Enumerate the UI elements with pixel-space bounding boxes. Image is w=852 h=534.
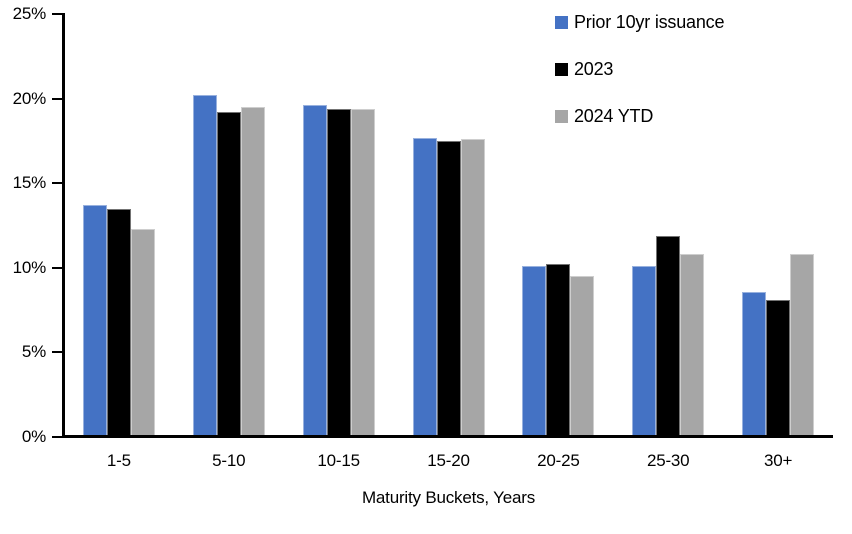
bar-2024-ytd-25-30 [680,254,705,437]
bar-prior-10yr-issuance-5-10 [192,95,217,437]
x-category-label: 25-30 [646,451,690,470]
bar-2023-20-25 [546,264,571,437]
bar-2023-10-15 [326,108,351,437]
bar-2023-1-5 [106,208,131,437]
x-category-label: 15-20 [427,451,470,470]
bar-2023-15-20 [436,140,461,437]
y-tick-label: 20% [12,88,47,108]
bar-2023-25-30 [656,235,681,437]
y-tick [52,266,64,269]
x-category-label: 20-25 [537,451,580,470]
legend-item: Prior 10yr issuance [555,12,724,33]
bar-prior-10yr-issuance-20-25 [522,266,547,437]
legend-label: 2023 [574,59,614,79]
bar-2024-ytd-30+ [790,254,815,437]
y-tick-label: 25% [12,4,47,23]
bar-2023-30+ [766,299,791,437]
x-category-label: 10-15 [317,451,360,470]
legend-label: 2024 YTD [574,106,654,126]
bar-prior-10yr-issuance-1-5 [82,205,107,437]
bar-2024-ytd-1-5 [130,228,155,437]
y-axis-line [62,13,65,438]
legend: Prior 10yr issuance 2023 2024 YTD [555,12,724,153]
x-category-label: 1-5 [106,451,131,470]
y-tick [52,351,64,354]
legend-swatch-icon [555,110,568,123]
x-category-label: 5-10 [212,451,246,470]
y-tick-label: 0% [21,427,46,446]
x-category-label: 30+ [763,451,793,470]
y-tick [52,97,64,100]
y-tick-label: 15% [12,173,47,193]
legend-label: Prior 10yr issuance [574,12,725,32]
bar-prior-10yr-issuance-15-20 [412,137,437,437]
bar-2024-ytd-5-10 [240,107,265,437]
x-axis-title: Maturity Buckets, Years [361,488,536,507]
y-tick-label: 10% [12,257,47,277]
bar-prior-10yr-issuance-30+ [742,291,767,437]
bar-2024-ytd-15-20 [460,139,485,437]
y-tick [52,182,64,185]
y-tick [52,436,64,438]
y-tick [52,13,64,15]
legend-swatch-icon [555,16,568,29]
bar-prior-10yr-issuance-25-30 [632,266,657,437]
bar-2024-ytd-10-15 [350,108,375,437]
legend-swatch-icon [555,63,568,76]
bar-prior-10yr-issuance-10-15 [302,105,327,437]
bar-2024-ytd-20-25 [570,276,595,437]
y-tick-label: 5% [21,342,46,362]
legend-item: 2024 YTD [555,106,724,127]
x-axis-line [62,435,833,438]
plot-area [64,14,833,437]
legend-item: 2023 [555,59,724,80]
bar-2023-5-10 [216,112,241,437]
